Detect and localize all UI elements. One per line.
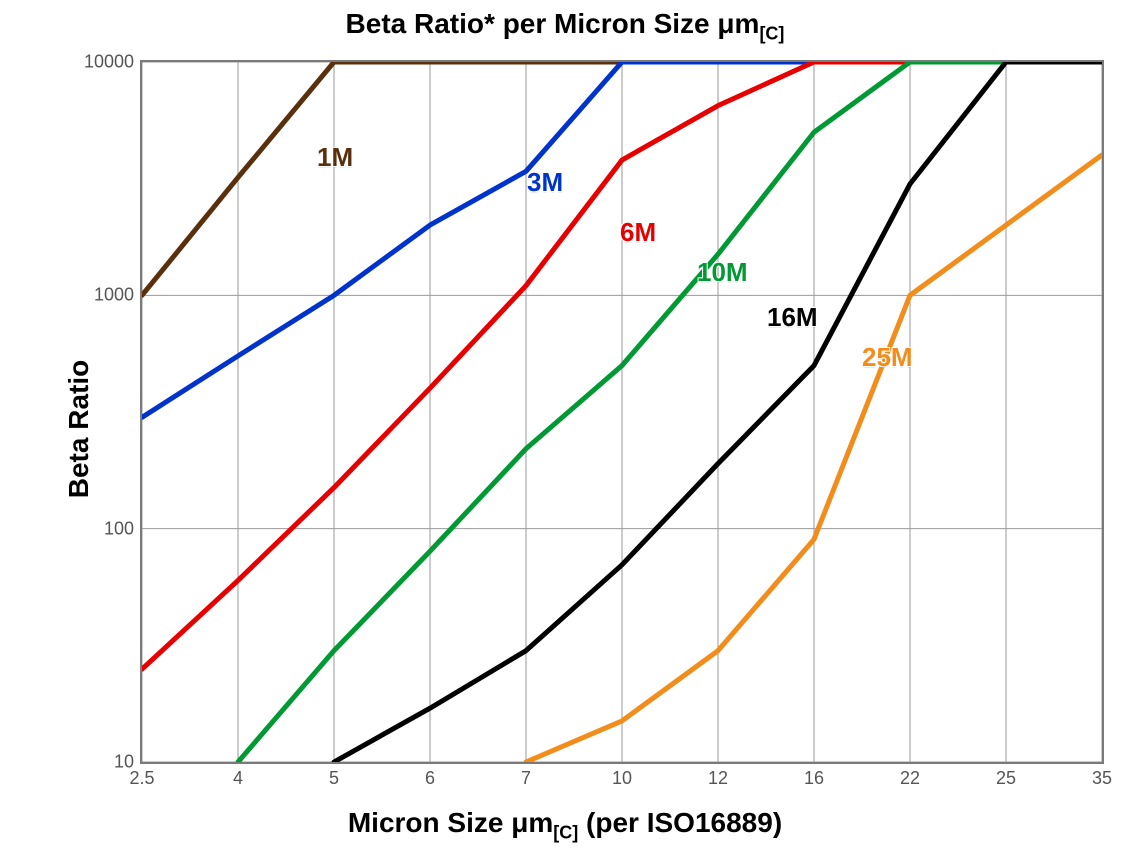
chart-title-text: Beta Ratio* per Micron Size μm	[346, 8, 760, 39]
x-tick-label: 5	[329, 768, 339, 789]
x-tick-label: 7	[521, 768, 531, 789]
series-line-10M	[238, 62, 1102, 762]
x-axis-label-text: Micron Size μm	[348, 807, 553, 838]
chart-container: Beta Ratio* per Micron Size μm[C] Beta R…	[0, 0, 1130, 858]
x-axis-label-subscript: [C]	[553, 823, 578, 843]
series-label-6M: 6M	[620, 217, 656, 248]
series-label-3M: 3M	[527, 167, 563, 198]
series-label-1M: 1M	[317, 142, 353, 173]
y-tick-label: 10	[64, 752, 134, 773]
x-tick-label: 4	[233, 768, 243, 789]
series-label-10M: 10M	[697, 257, 748, 288]
x-tick-label: 25	[996, 768, 1016, 789]
plot-area: 2.54567101216222535101001000100001M3M6M1…	[140, 60, 1104, 764]
y-tick-label: 100	[64, 518, 134, 539]
x-tick-label: 12	[708, 768, 728, 789]
series-label-16M: 16M	[767, 302, 818, 333]
plot-svg	[142, 62, 1102, 762]
y-axis-label: Beta Ratio	[63, 360, 95, 498]
chart-title: Beta Ratio* per Micron Size μm[C]	[0, 8, 1130, 45]
x-tick-label: 22	[900, 768, 920, 789]
y-tick-label: 10000	[64, 52, 134, 73]
y-tick-label: 1000	[64, 285, 134, 306]
x-tick-label: 35	[1092, 768, 1112, 789]
chart-title-subscript: [C]	[759, 24, 784, 44]
x-axis-label-tail: (per ISO16889)	[578, 807, 782, 838]
x-tick-label: 6	[425, 768, 435, 789]
series-label-25M: 25M	[862, 342, 913, 373]
x-axis-label: Micron Size μm[C] (per ISO16889)	[0, 807, 1130, 844]
x-tick-label: 16	[804, 768, 824, 789]
x-tick-label: 10	[612, 768, 632, 789]
